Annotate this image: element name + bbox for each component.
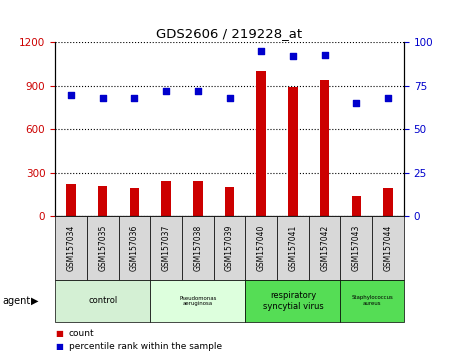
Text: control: control <box>88 296 117 306</box>
Text: GSM157040: GSM157040 <box>257 224 266 271</box>
Text: GSM157043: GSM157043 <box>352 224 361 271</box>
Text: agent: agent <box>2 296 31 306</box>
Bar <box>98 185 107 216</box>
Title: GDS2606 / 219228_at: GDS2606 / 219228_at <box>157 27 302 40</box>
Bar <box>129 188 139 216</box>
Point <box>194 88 202 94</box>
Text: GSM157036: GSM157036 <box>130 224 139 271</box>
Text: GSM157044: GSM157044 <box>384 224 392 271</box>
Text: GSM157042: GSM157042 <box>320 225 329 271</box>
Text: GSM157037: GSM157037 <box>162 224 171 271</box>
Point <box>226 95 233 101</box>
Bar <box>161 181 171 216</box>
Text: GSM157038: GSM157038 <box>193 225 202 271</box>
Point <box>162 88 170 94</box>
Bar <box>320 80 330 216</box>
Bar <box>225 187 234 216</box>
Text: ■: ■ <box>55 329 63 338</box>
Text: ▶: ▶ <box>31 296 39 306</box>
Point <box>257 48 265 54</box>
Bar <box>383 188 393 216</box>
Text: count: count <box>69 329 95 338</box>
Text: GSM157039: GSM157039 <box>225 224 234 271</box>
Text: ■: ■ <box>55 342 63 350</box>
Text: GSM157041: GSM157041 <box>288 225 297 271</box>
Bar <box>352 196 361 216</box>
Text: Staphylococcus
aureus: Staphylococcus aureus <box>351 296 393 306</box>
Point <box>131 95 138 101</box>
Point <box>384 95 392 101</box>
Point <box>321 52 328 57</box>
Bar <box>193 181 202 216</box>
Point <box>289 53 297 59</box>
Bar <box>66 184 76 216</box>
Bar <box>288 87 298 216</box>
Text: GSM157034: GSM157034 <box>67 224 75 271</box>
Point <box>99 95 106 101</box>
Text: Pseudomonas
aeruginosa: Pseudomonas aeruginosa <box>179 296 217 306</box>
Bar <box>257 72 266 216</box>
Text: respiratory
syncytial virus: respiratory syncytial virus <box>263 291 323 310</box>
Text: percentile rank within the sample: percentile rank within the sample <box>69 342 222 350</box>
Point <box>67 92 75 97</box>
Text: GSM157035: GSM157035 <box>98 224 107 271</box>
Point <box>353 101 360 106</box>
